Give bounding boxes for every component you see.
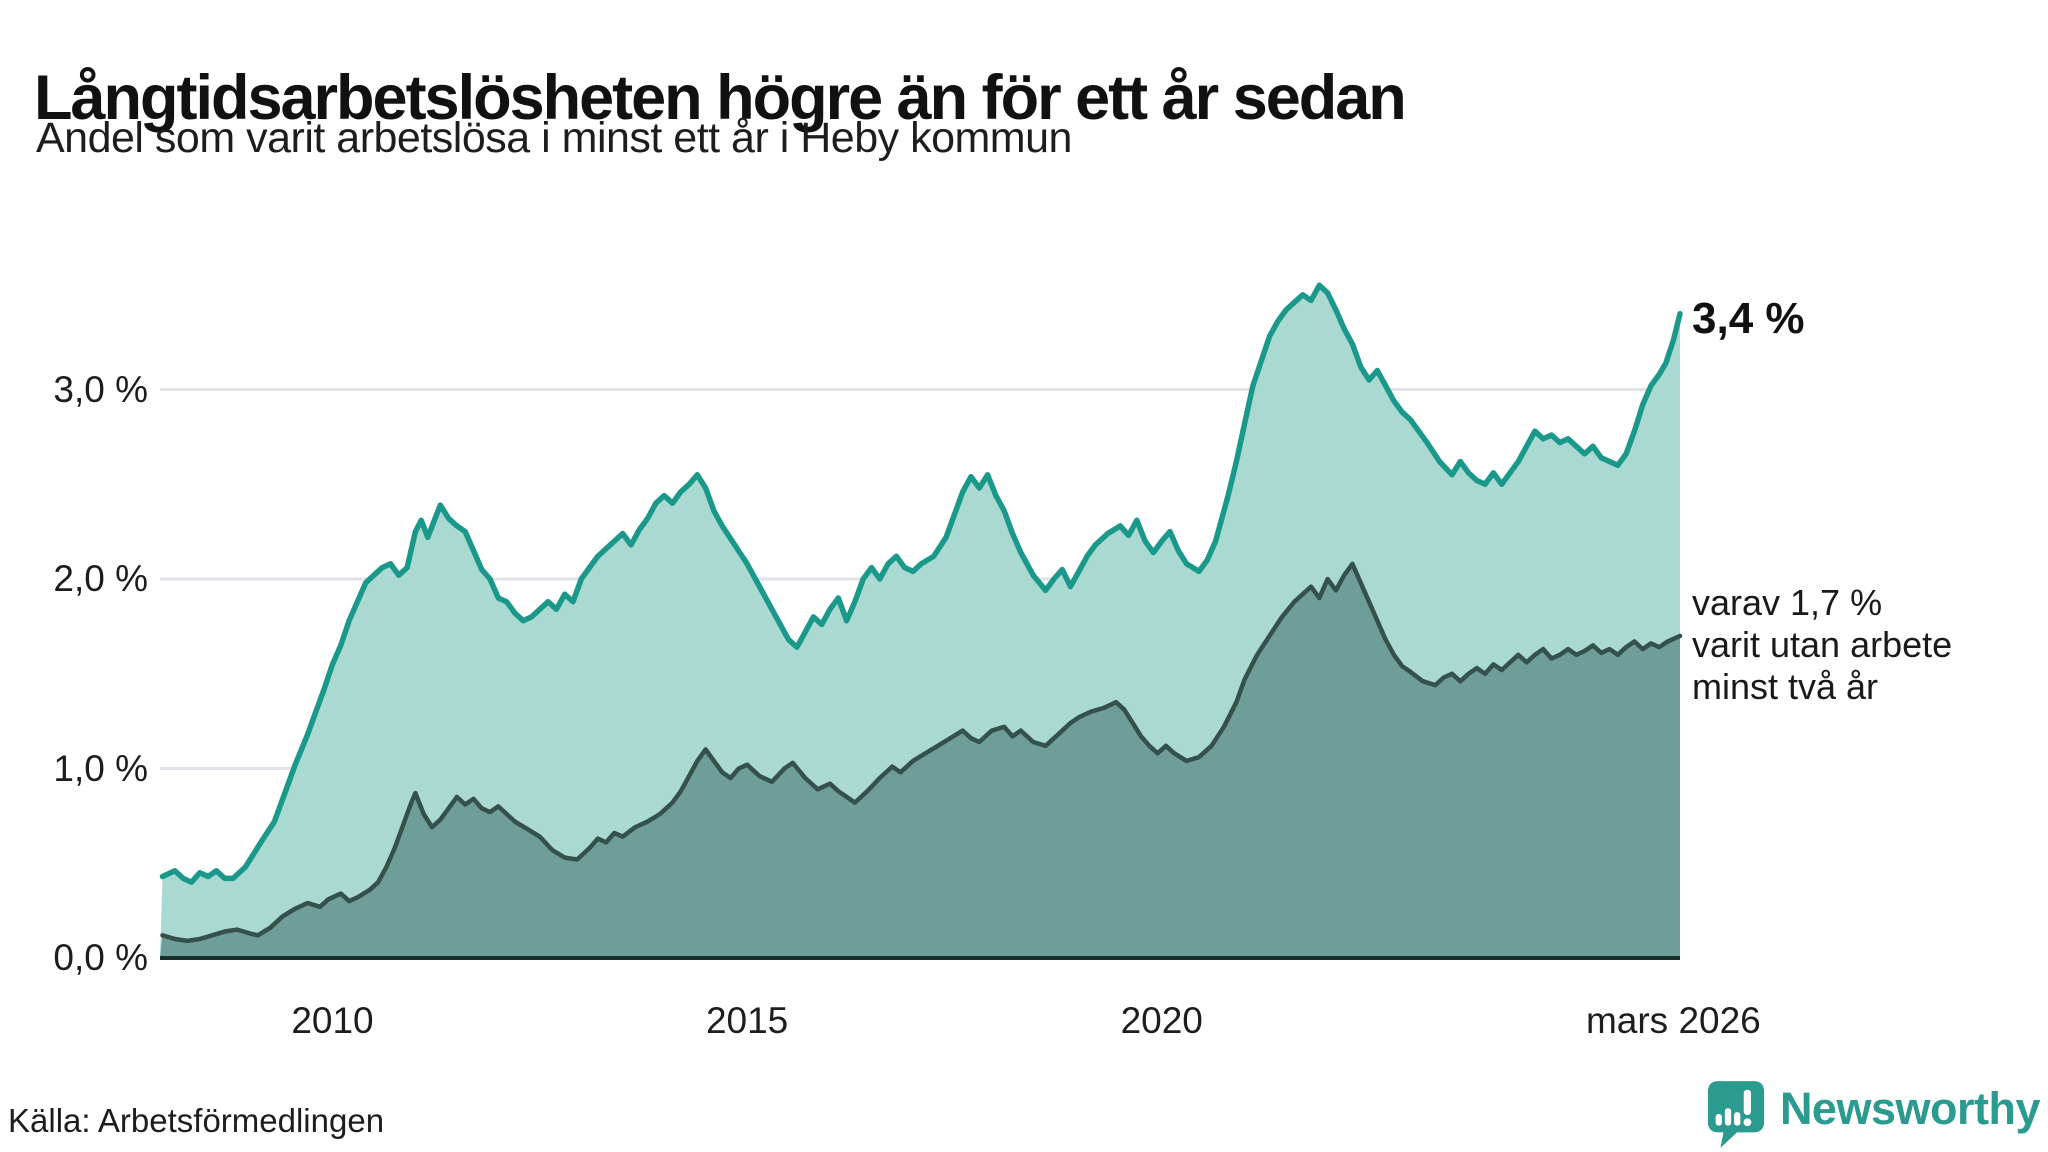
annotation-note: varav 1,7 % varit utan arbete minst två år — [1692, 582, 1952, 708]
annotation-latest-value: 3,4 % — [1692, 294, 1805, 343]
y-tick-label: 3,0 % — [53, 368, 148, 410]
series-line-two-year — [160, 561, 1683, 944]
x-tick-label: 2010 — [291, 1000, 374, 1041]
newsworthy-logo: Newsworthy — [1705, 1078, 2041, 1150]
y-tick-label: 2,0 % — [53, 558, 148, 599]
source-text: Källa: Arbetsförmedlingen — [8, 1102, 385, 1139]
page-subtitle: Andel som varit arbetslösa i minst ett å… — [36, 114, 1072, 162]
x-tick-label: mars 2026 — [1585, 1000, 1761, 1041]
annotation-note-line: varit utan arbete — [1692, 624, 1953, 665]
series-line-one-year — [159, 282, 1683, 885]
series-area-two-year — [160, 563, 1680, 958]
page-title: Långtidsarbetslösheten högre än för ett … — [34, 63, 1407, 134]
y-tick-label: 1,0 % — [53, 747, 148, 789]
newsworthy-icon — [1707, 1081, 1765, 1148]
annotation-note-line: minst två år — [1692, 666, 1879, 707]
y-tick-label: 0,0 % — [53, 937, 148, 978]
x-tick-label: 2020 — [1120, 1000, 1203, 1041]
annotation-note-line: varav 1,7 % — [1692, 582, 1883, 623]
newsworthy-text: Newsworthy — [1779, 1083, 2041, 1134]
x-tick-label: 2015 — [705, 1000, 789, 1041]
